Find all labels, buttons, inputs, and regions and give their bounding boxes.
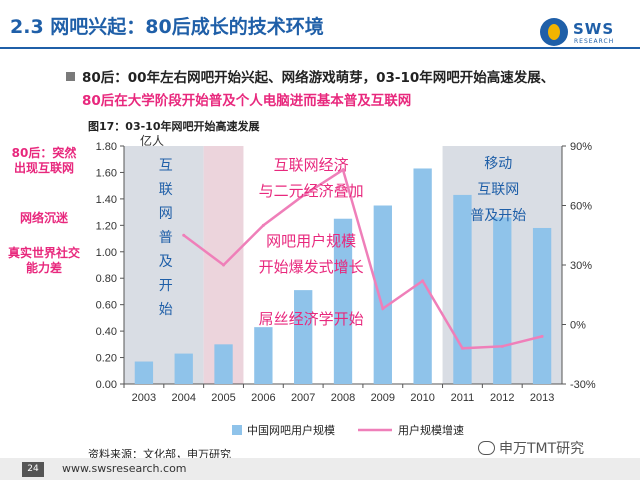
logo-text: SWS [573, 20, 615, 38]
y-tick-label: 0.20 [96, 353, 117, 365]
annotation-internet-char: 及 [159, 254, 173, 270]
y2-tick-label: 90% [570, 141, 592, 153]
y2-tick-label: -30% [570, 379, 596, 391]
annotation-mobile-1: 移动 [484, 156, 512, 172]
bar [214, 344, 233, 384]
footer-bar: 24 www.swsresearch.com [0, 458, 640, 480]
bar [294, 290, 313, 384]
side-note-addiction: 网络沉迷 [19, 211, 68, 225]
bar [333, 218, 353, 384]
bar [134, 361, 154, 384]
y-tick-label: 1.00 [96, 247, 117, 259]
bar [532, 227, 552, 384]
x-tick-label: 2004 [171, 392, 195, 404]
annotation-internet-char: 联 [159, 182, 173, 198]
y-axis-unit: 亿人 [140, 134, 165, 148]
bullet-line-1: 80后：00年左右网吧开始兴起、网络游戏萌芽，03-10年网吧开始高速发展、 [82, 70, 555, 86]
growth-point [222, 263, 226, 267]
growth-point [381, 307, 385, 311]
growth-point [182, 233, 186, 237]
bar [174, 353, 193, 384]
growth-point [421, 279, 425, 283]
growth-point [301, 194, 305, 198]
growth-point [261, 223, 265, 227]
y-tick-label: 1.40 [96, 194, 117, 206]
x-tick-label: 2009 [371, 392, 395, 404]
bar [254, 327, 273, 384]
company-logo: SWS RESEARCH [540, 18, 632, 48]
y-tick-label: 1.20 [96, 220, 117, 232]
x-tick-label: 2008 [331, 392, 355, 404]
annotation-economy-2: 与二元经济叠加 [259, 182, 364, 200]
watermark-text: 申万TMT研究 [499, 441, 585, 457]
x-tick-label: 2005 [211, 392, 235, 404]
annotation-internet-char: 普 [159, 230, 173, 246]
wechat-icon [478, 441, 495, 455]
y-tick-label: 1.60 [96, 167, 117, 179]
growth-point [341, 168, 345, 172]
page-title: 2.3 网吧兴起：80后成长的技术环境 [10, 16, 324, 38]
annotation-internet-char: 网 [159, 206, 173, 222]
y2-tick-label: 0% [570, 320, 586, 332]
annotation-mobile-2: 互联网 [477, 182, 519, 198]
annotation-diaosi: 屌丝经济学开始 [259, 310, 364, 328]
x-tick-label: 2013 [530, 392, 554, 404]
annotation-economy-1: 互联网经济 [274, 156, 349, 174]
growth-point [540, 334, 544, 338]
source-note: 资料来源：文化部，申万研究 [88, 448, 231, 461]
bar [373, 205, 392, 384]
x-tick-label: 2011 [451, 392, 475, 404]
bullet-square-icon [66, 72, 75, 81]
x-tick-label: 2003 [132, 392, 156, 404]
x-tick-label: 2007 [291, 392, 315, 404]
growth-point [500, 344, 504, 348]
y-tick-label: 0.00 [96, 379, 117, 391]
page-number: 24 [22, 462, 44, 477]
annotation-internet-char: 开 [159, 278, 173, 294]
y-tick-label: 1.80 [96, 141, 117, 153]
chart-title: 图17：03-10年网吧开始高速发展 [88, 120, 260, 133]
growth-line [182, 167, 543, 350]
logo-subtext: RESEARCH [574, 38, 615, 45]
bar [413, 168, 432, 384]
annotation-boom-2: 开始爆发式增长 [259, 258, 364, 276]
x-tick-label: 2012 [490, 392, 514, 404]
y-tick-label: 0.80 [96, 273, 117, 285]
bar [493, 217, 512, 384]
annotation-internet-char: 互 [159, 158, 173, 174]
annotation-internet-char: 始 [159, 302, 173, 318]
side-note-internet: 80后：突然出现互联网 [11, 146, 77, 175]
footer-url: www.swsresearch.com [62, 462, 187, 475]
y2-tick-label: 60% [570, 201, 592, 213]
y-tick-label: 0.40 [96, 326, 117, 338]
x-tick-label: 2010 [410, 392, 434, 404]
title-divider [0, 47, 640, 49]
annotation-mobile-3: 普及开始 [470, 208, 526, 224]
bar [453, 194, 472, 384]
annotation-boom-1: 网吧用户规模 [266, 232, 356, 250]
side-note-social: 真实世界社交能力差 [8, 246, 81, 275]
legend-bar-swatch [232, 425, 242, 435]
x-tick-label: 2006 [251, 392, 275, 404]
logo-icon [540, 18, 568, 46]
bullet-line-2: 80后在大学阶段开始普及个人电脑进而基本普及互联网 [82, 93, 412, 109]
y-tick-label: 0.60 [96, 300, 117, 312]
watermark: 申万TMT研究 [478, 438, 584, 458]
legend-bar-label: 中国网吧用户规模 [247, 423, 335, 437]
y2-tick-label: 30% [570, 260, 592, 272]
legend-line-label: 用户规模增速 [398, 423, 464, 437]
phase-band-early [124, 146, 204, 384]
growth-point [460, 346, 464, 350]
